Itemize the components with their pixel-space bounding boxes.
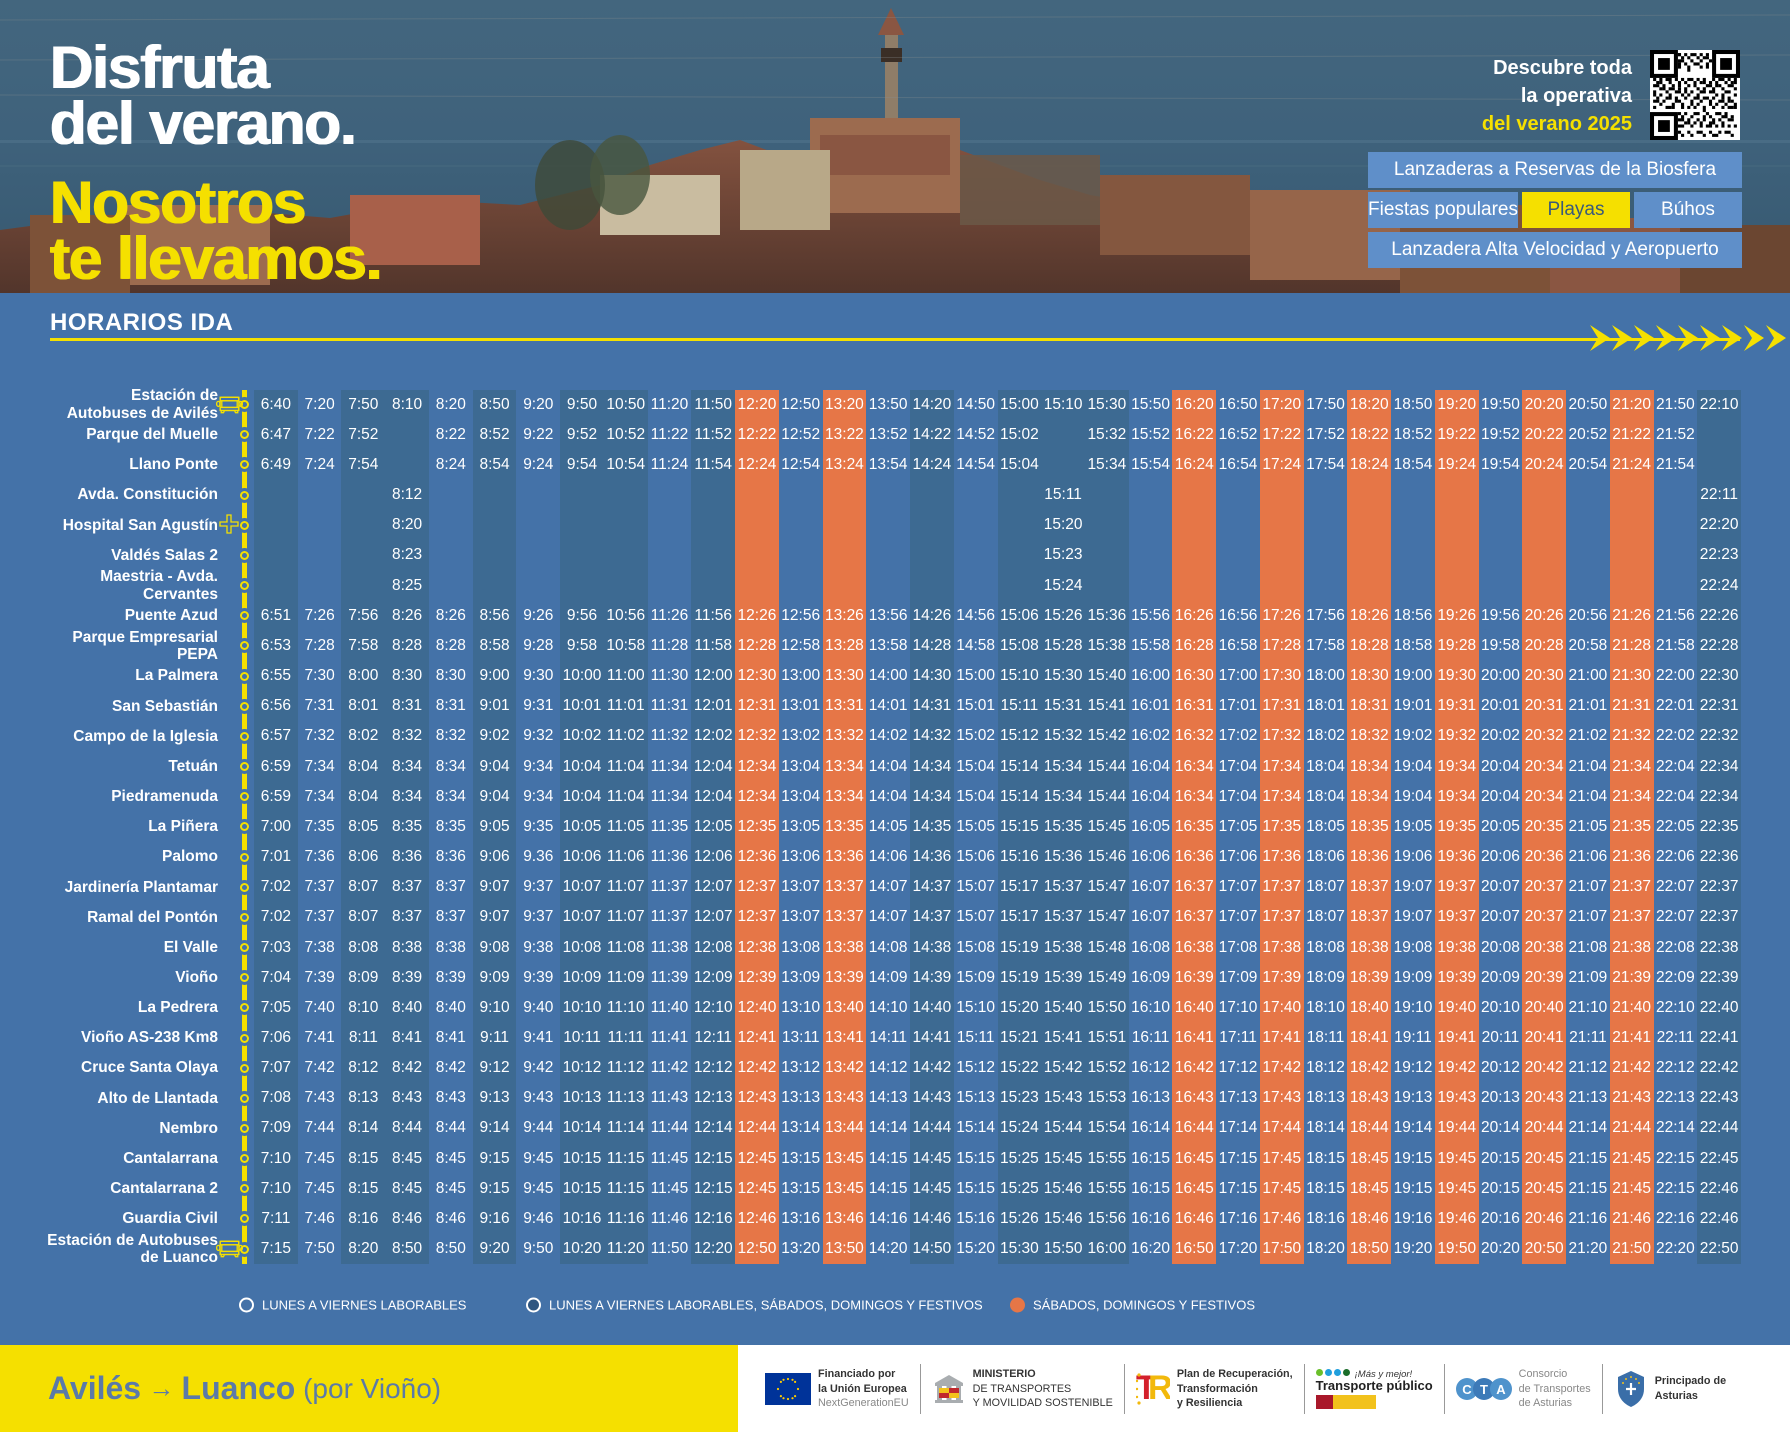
svg-text:A: A <box>1496 1382 1506 1397</box>
svg-text:C: C <box>1462 1382 1472 1397</box>
svg-text:R: R <box>1148 1369 1170 1407</box>
svg-text:T: T <box>1480 1382 1488 1397</box>
